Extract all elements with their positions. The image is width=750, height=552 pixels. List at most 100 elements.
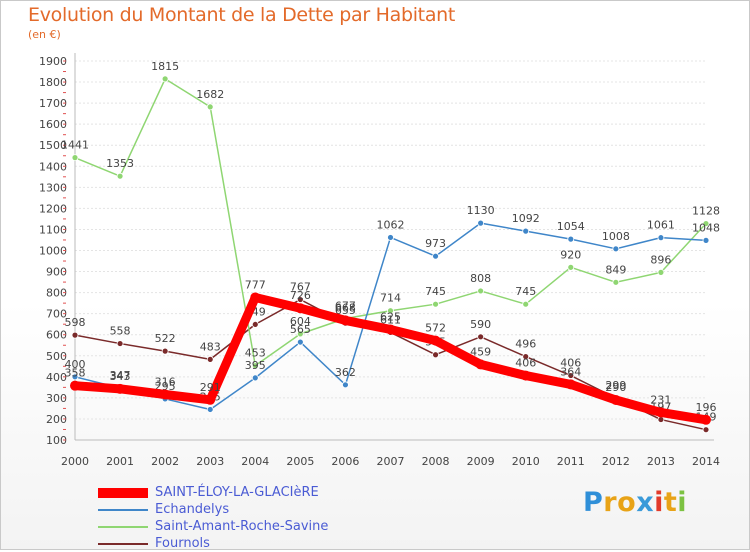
data-point — [610, 394, 621, 405]
data-label: 777 — [245, 278, 266, 291]
data-label: 406 — [560, 357, 581, 370]
y-tick-label: 300 — [46, 392, 67, 405]
x-tick-label: 2002 — [151, 455, 179, 468]
logo-letter: P — [583, 487, 604, 518]
data-point — [296, 330, 304, 338]
data-point — [522, 353, 530, 361]
y-tick-label: 1700 — [39, 97, 67, 110]
data-label: 726 — [290, 289, 311, 302]
legend-swatch-saint-eloy — [98, 487, 148, 498]
data-point — [567, 235, 575, 243]
data-point — [565, 379, 576, 390]
data-point — [161, 347, 169, 355]
data-point — [702, 220, 710, 227]
y-tick-label: 1200 — [39, 202, 67, 215]
legend-item-saint-eloy: SAINT-ÉLOY-LA-GLACIèRE — [98, 484, 328, 501]
data-point — [116, 340, 124, 347]
data-point — [71, 373, 79, 381]
y-tick-label: 500 — [46, 350, 67, 363]
data-point — [296, 338, 304, 346]
data-label: 496 — [515, 338, 536, 351]
x-tick-label: 2004 — [241, 455, 269, 468]
legend-swatch-saint-amant — [98, 525, 148, 528]
data-label: 598 — [65, 316, 86, 329]
data-point — [475, 359, 486, 370]
legend-swatch-echandelys — [98, 508, 148, 511]
data-label: 343 — [110, 370, 131, 383]
data-label: 459 — [470, 345, 491, 358]
legend-label-echandelys: Echandelys — [155, 502, 230, 517]
data-label: 1092 — [512, 212, 540, 225]
logo-letter: t — [663, 487, 678, 518]
data-point — [612, 245, 620, 253]
data-label: 655 — [335, 304, 356, 317]
y-tick-label: 1600 — [39, 118, 67, 131]
data-point — [477, 287, 485, 295]
legend-swatch-fournols — [98, 542, 148, 545]
data-label: 611 — [380, 313, 401, 326]
data-point — [432, 351, 439, 359]
data-label: 590 — [470, 318, 491, 331]
y-tick-label: 1100 — [39, 223, 67, 236]
data-point — [702, 236, 710, 244]
data-label: 1441 — [61, 139, 89, 152]
data-label: 1815 — [151, 60, 179, 73]
data-label: 196 — [696, 401, 717, 414]
data-point — [340, 315, 351, 326]
logo-letter: i — [654, 487, 664, 518]
data-label: 1682 — [196, 88, 224, 101]
data-label: 362 — [335, 366, 356, 379]
y-tick-label: 1000 — [39, 245, 67, 258]
y-tick-label: 200 — [46, 413, 67, 426]
legend-item-fournols: Fournols — [98, 535, 328, 552]
data-label: 558 — [110, 325, 131, 338]
data-point — [206, 406, 214, 413]
y-tick-label: 800 — [46, 287, 67, 300]
x-tick-label: 2012 — [602, 455, 630, 468]
x-tick-label: 2006 — [331, 455, 359, 468]
data-point — [567, 372, 575, 379]
data-point — [477, 333, 485, 341]
y-tick-label: 1900 — [39, 55, 67, 68]
y-tick-label: 900 — [46, 266, 67, 279]
data-label: 406 — [515, 357, 536, 370]
data-point — [522, 300, 530, 308]
data-point — [657, 268, 665, 276]
data-label: 395 — [245, 359, 266, 372]
data-label: 920 — [560, 248, 581, 261]
data-point — [342, 381, 349, 389]
data-label: 400 — [65, 358, 86, 371]
x-tick-label: 2000 — [61, 455, 89, 468]
x-tick-label: 2008 — [422, 455, 450, 468]
x-tick-label: 2009 — [467, 455, 495, 468]
logo-letter: i — [677, 487, 688, 518]
legend-item-saint-amant: Saint-Amant-Roche-Savine — [98, 518, 328, 535]
x-tick-label: 2011 — [557, 455, 585, 468]
data-label: 604 — [290, 315, 311, 328]
data-label: 1048 — [692, 221, 720, 234]
data-label: 299 — [605, 379, 626, 392]
data-label: 291 — [200, 381, 221, 394]
y-tick-label: 700 — [46, 308, 67, 321]
data-label: 849 — [605, 263, 626, 276]
data-point — [567, 263, 575, 271]
data-point — [655, 407, 666, 418]
data-point — [657, 234, 665, 242]
data-point — [701, 414, 711, 425]
data-label: 1128 — [692, 205, 720, 218]
data-point — [385, 324, 396, 335]
data-point — [657, 416, 665, 423]
logo-letter: o — [617, 487, 637, 518]
data-point — [251, 321, 259, 328]
logo-letter: x — [636, 487, 655, 518]
data-label: 745 — [425, 285, 446, 298]
data-point — [520, 370, 531, 381]
x-tick-label: 2005 — [286, 455, 314, 468]
data-label: 1353 — [106, 157, 134, 170]
x-tick-label: 2014 — [692, 455, 720, 468]
y-tick-label: 400 — [46, 371, 67, 384]
data-point — [115, 383, 126, 394]
data-point — [70, 380, 80, 391]
